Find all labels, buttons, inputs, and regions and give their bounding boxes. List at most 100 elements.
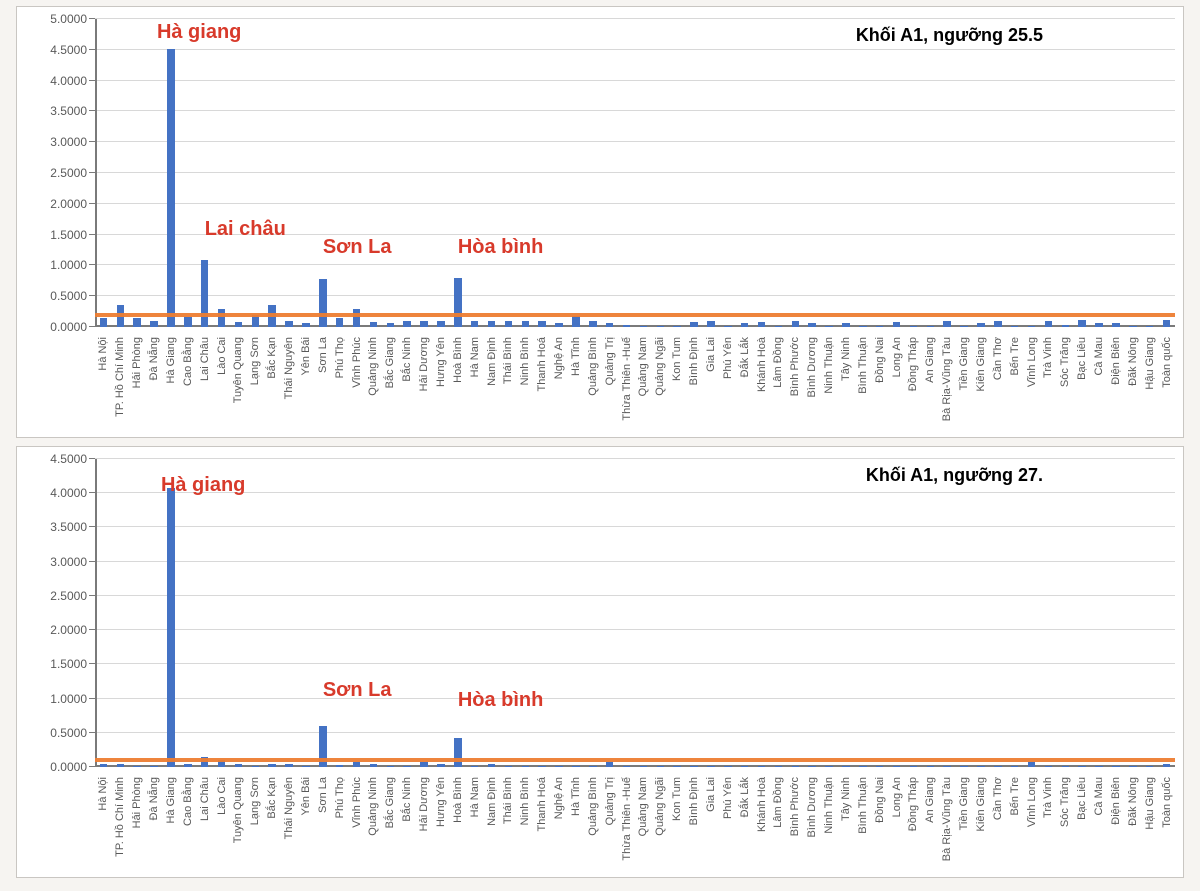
x-tick-label: Bình Thuận [857, 777, 869, 834]
y-tick-mark [89, 234, 95, 235]
bar [690, 766, 698, 767]
x-tick-label: Điện Biên [1110, 777, 1122, 825]
bar [910, 766, 918, 767]
bar [437, 764, 445, 767]
bar [235, 764, 243, 767]
x-tick-label: Sơn La [317, 337, 329, 373]
y-tick-label: 4.5000 [50, 452, 95, 466]
bar [285, 321, 293, 327]
x-tick-label: Bạc Liêu [1076, 337, 1088, 380]
x-tick-label: Kiên Giang [975, 337, 987, 391]
y-tick-label: 3.5000 [50, 104, 95, 118]
bar [319, 279, 327, 327]
x-tick-label: An Giang [924, 777, 936, 823]
bar [707, 766, 715, 767]
bar [538, 766, 546, 767]
x-tick-label: Quảng Trị [604, 777, 616, 825]
bar [876, 326, 884, 327]
bar [252, 766, 260, 767]
y-tick-label: 3.5000 [50, 520, 95, 534]
bar [1028, 762, 1036, 767]
x-tick-label: Đồng Nai [874, 777, 886, 823]
x-tick-label: Long An [891, 777, 903, 817]
x-tick-label: Tiền Giang [958, 777, 970, 830]
x-tick-label: Hà Tĩnh [570, 337, 582, 376]
x-tick-label: Hưng Yên [435, 777, 447, 827]
bar [505, 321, 513, 327]
y-tick-mark [89, 264, 95, 265]
x-tick-label: Hà Giang [165, 777, 177, 823]
bar [353, 762, 361, 767]
bar [842, 323, 850, 327]
bar [387, 323, 395, 327]
bar [994, 321, 1002, 327]
bar [640, 766, 648, 767]
annotation-label: Hà giang [157, 21, 241, 44]
x-tick-label: Ninh Bình [519, 337, 531, 385]
y-tick-mark [89, 110, 95, 111]
bar [1146, 766, 1154, 767]
bar [1011, 766, 1019, 767]
y-tick-mark [89, 492, 95, 493]
x-tick-label: Cà Mau [1093, 337, 1105, 376]
x-tick-label: Đăk Nông [1127, 337, 1139, 386]
y-tick-label: 2.0000 [50, 197, 95, 211]
bar [775, 326, 783, 327]
bar [589, 321, 597, 327]
x-tick-label: Bến Tre [1009, 337, 1021, 376]
x-tick-label: Bắc Giang [384, 777, 396, 828]
bar [606, 323, 614, 327]
annotation-label: Sơn La [323, 236, 392, 259]
y-tick-label: 1.5000 [50, 657, 95, 671]
bars-container-top [95, 19, 1175, 327]
bar [1112, 766, 1120, 767]
x-tick-label: Quảng Bình [587, 337, 599, 396]
x-tick-label: Quảng Ngãi [654, 337, 666, 396]
bar [792, 766, 800, 767]
y-tick-mark [89, 18, 95, 19]
plot-area-top: 0.00000.50001.00001.50002.00002.50003.00… [95, 19, 1175, 327]
x-tick-label: Nam Định [486, 777, 498, 826]
bar [1078, 320, 1086, 327]
annotation-label: Sơn La [323, 679, 392, 702]
y-tick-label: 1.0000 [50, 692, 95, 706]
bar [117, 764, 125, 767]
x-tick-label: Hải Phòng [131, 337, 143, 388]
x-tick-label: Hậu Giang [1144, 777, 1156, 830]
x-tick-label: Điện Biên [1110, 337, 1122, 385]
x-tick-label: Hà Nam [469, 337, 481, 377]
bar [927, 326, 935, 327]
bar [1129, 766, 1137, 767]
x-tick-label: Ninh Thuận [823, 777, 835, 834]
x-tick-label: Gia Lai [705, 777, 717, 812]
x-tick-label: Đắk Lắk [739, 337, 751, 377]
x-tick-label: Quảng Ninh [367, 337, 379, 396]
bar [572, 316, 580, 327]
chart-panel-bottom: Khối A1, ngưỡng 27. 0.00000.50001.00001.… [16, 446, 1184, 878]
x-tick-label: Yên Bái [300, 337, 312, 376]
x-tick-label: Tiền Giang [958, 337, 970, 390]
x-tick-label: Quảng Ngãi [654, 777, 666, 836]
y-tick-mark [89, 629, 95, 630]
x-tick-label: Khánh Hoà [756, 337, 768, 392]
x-tick-label: Lào Cai [216, 777, 228, 815]
x-tick-label: Phú Yên [722, 777, 734, 819]
x-tick-label: Nam Định [486, 337, 498, 386]
bar [893, 766, 901, 767]
x-tick-label: Hải Dương [418, 337, 430, 391]
x-tick-label: Cần Thơ [992, 777, 1004, 820]
x-tick-label: Bến Tre [1009, 777, 1021, 816]
bar [1011, 326, 1019, 327]
bar [960, 766, 968, 767]
x-tick-label: Hà Giang [165, 337, 177, 383]
x-tick-label: Bình Phước [789, 777, 801, 836]
x-tick-label: Đà Nẵng [148, 777, 160, 820]
bar [167, 488, 175, 767]
x-tick-label: Bà Rịa-Vũng Tàu [941, 777, 953, 861]
x-tick-label: Lâm Đồng [772, 777, 784, 828]
bar [235, 322, 243, 327]
y-tick-mark [89, 80, 95, 81]
bar [454, 278, 462, 327]
x-tick-label: Thái Bình [502, 777, 514, 824]
bar [808, 766, 816, 767]
